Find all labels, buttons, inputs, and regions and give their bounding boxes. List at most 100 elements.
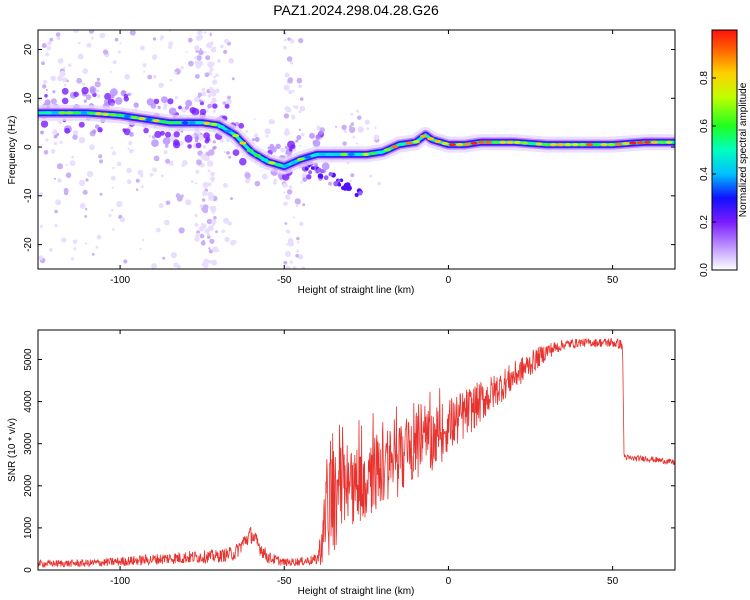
scatter-speckle <box>79 203 86 209</box>
scatter-speckle <box>231 239 237 245</box>
scatter-speckle <box>170 252 177 259</box>
ridge-blob <box>159 130 165 136</box>
scatter-speckle <box>199 204 204 209</box>
ridge-blob <box>269 143 274 149</box>
scatter-speckle <box>299 221 304 226</box>
scatter-speckle <box>210 61 215 67</box>
scatter-speckle <box>273 178 277 183</box>
scatter-speckle <box>284 194 291 200</box>
ridge-hot-spot <box>123 114 131 118</box>
scatter-speckle <box>298 84 303 89</box>
scatter-speckle <box>164 144 169 148</box>
scatter-speckle <box>50 149 56 154</box>
colorbar-frame <box>711 29 738 271</box>
scatter-speckle <box>219 44 224 49</box>
scatter-speckle <box>112 228 115 231</box>
x-tick-label: -100 <box>110 576 130 587</box>
scatter-speckle <box>70 257 75 261</box>
ridge-blob <box>194 138 199 143</box>
ridge-hot-spot <box>485 140 492 144</box>
scatter-speckle <box>296 241 300 244</box>
branch-blob <box>317 173 324 179</box>
ridge-hot-spot <box>217 125 225 129</box>
scatter-speckle <box>204 72 210 78</box>
scatter-speckle <box>78 137 86 144</box>
ridge-hot-spot <box>550 143 557 147</box>
ridge-hot-spot <box>282 164 290 168</box>
scatter-speckle <box>298 110 302 114</box>
scatter-speckle <box>350 122 355 126</box>
scatter-speckle <box>124 73 131 80</box>
scatter-speckle <box>181 163 185 168</box>
ridge-blob <box>309 132 315 139</box>
scatter-speckle <box>292 216 295 219</box>
scatter-speckle <box>71 155 74 159</box>
scatter-speckle <box>57 75 63 82</box>
ridge-blob <box>52 90 56 94</box>
ridge-hot-spot <box>398 142 406 146</box>
scatter-speckle <box>45 52 50 57</box>
ridge-hot-spot <box>102 112 110 116</box>
scatter-speckle <box>140 185 144 189</box>
scatter-speckle <box>63 66 66 69</box>
scatter-speckle <box>52 129 58 135</box>
scatter-speckle <box>43 150 49 155</box>
scatter-speckle <box>245 178 251 184</box>
scatter-speckle <box>47 41 52 46</box>
ridge-hot-spot <box>58 111 66 115</box>
snr-series <box>38 337 675 569</box>
colorbar-tick-label: 0.0 <box>699 263 710 277</box>
colorbar-gradient <box>712 30 737 270</box>
scatter-speckle <box>143 70 146 74</box>
scatter-speckle <box>110 146 114 150</box>
scatter-speckle <box>348 125 352 128</box>
x-tick-label: -50 <box>277 576 292 587</box>
scatter-speckle <box>292 90 295 93</box>
ridge-hot-spot <box>369 151 377 155</box>
scatter-speckle <box>92 144 95 148</box>
ridge-blob <box>199 108 207 116</box>
ridge-blob <box>173 131 180 138</box>
scatter-speckle <box>54 224 58 228</box>
scatter-speckle <box>204 228 210 234</box>
ridge-hot-spot <box>643 140 651 144</box>
scatter-speckle <box>201 222 205 227</box>
scatter-speckle <box>288 240 294 247</box>
scatter-speckle <box>178 227 185 234</box>
spectrogram-branch <box>298 162 363 198</box>
branch-blob <box>323 175 329 181</box>
scatter-speckle <box>195 169 200 174</box>
ridge-hot-spot <box>420 134 427 138</box>
ridge-blob <box>153 98 160 105</box>
scatter-speckle <box>159 37 163 41</box>
scatter-speckle <box>50 75 56 82</box>
scatter-speckle <box>209 238 215 244</box>
scatter-speckle <box>253 133 259 138</box>
ridge-hot-spot <box>622 142 630 146</box>
ridge-blob <box>226 151 230 155</box>
ridge-hot-spot <box>116 113 124 117</box>
colorbar-tick-label: 0.6 <box>699 119 710 133</box>
scatter-speckle <box>173 71 177 75</box>
ridge-hot-spot <box>232 134 240 138</box>
scatter-speckle <box>126 179 132 185</box>
scatter-speckle <box>283 201 288 207</box>
ridge-blob <box>143 127 149 134</box>
scatter-speckle <box>62 77 68 83</box>
ridge-hot-spot <box>615 142 622 146</box>
spectrogram-frame <box>37 29 676 270</box>
colorbar-tick-label: 0.8 <box>699 71 710 85</box>
ridge-blob <box>184 105 190 110</box>
scatter-speckle <box>356 109 360 113</box>
scatter-speckle <box>86 42 92 48</box>
scatter-speckle <box>163 150 168 155</box>
ridge-hot-spot <box>463 142 471 146</box>
scatter-speckle <box>42 84 47 89</box>
scatter-speckle <box>91 253 95 256</box>
ridge-blob <box>199 99 203 103</box>
y-tick-label: 4000 <box>23 390 34 413</box>
scatter-speckle <box>197 134 204 141</box>
scatter-speckle <box>39 224 44 228</box>
scatter-speckle <box>195 63 202 69</box>
scatter-speckle <box>209 206 213 209</box>
